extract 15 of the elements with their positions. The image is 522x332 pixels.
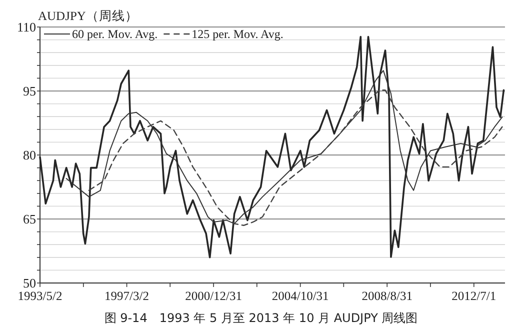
legend-label: 60 per. Mov. Avg.: [72, 27, 158, 41]
x-tick-label: 1993/5/2: [18, 289, 62, 303]
x-tick-label: 2000/12/31: [185, 289, 242, 303]
y-tick-label: 65: [23, 212, 36, 226]
x-tick-label: 2008/8/31: [362, 289, 412, 303]
legend-label: 125 per. Mov. Avg.: [192, 27, 284, 41]
y-tick-label: 95: [23, 84, 36, 98]
title: AUDJPY（周线）: [38, 9, 138, 23]
x-tick-label: 2004/10/31: [272, 289, 329, 303]
y-tick-label: 80: [23, 148, 36, 162]
x-tick-label: 1997/3/2: [104, 289, 150, 303]
caption: 图 9-14 1993 年 5 月至 2013 年 10 月 AUDJPY 周线图: [104, 311, 418, 325]
x-tick-label: 2012/7/1: [452, 289, 496, 303]
y-tick-label: 50: [23, 276, 36, 290]
y-tick-label: 110: [16, 20, 36, 34]
